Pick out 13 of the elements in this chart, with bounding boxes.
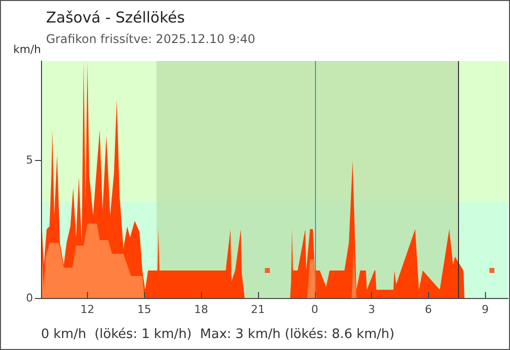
chart-subtitle: Grafikon frissítve: 2025.12.10 9:40	[46, 32, 256, 46]
x-tick-label: 3	[368, 303, 376, 316]
x-tick-label: 6	[424, 303, 432, 316]
x-tick-label: 15	[137, 303, 152, 316]
y-tick-label: 5	[26, 154, 33, 167]
chart-title: Zašová - Széllökés	[46, 8, 185, 26]
x-tick-label: 12	[80, 303, 94, 316]
text: 0 km/h (lökés: 1 km/h) Max: 3 km/h (lökés: 8.6 km/h)	[41, 327, 394, 342]
x-tick-label: 18	[194, 303, 208, 316]
x-tick-label: 21	[250, 303, 265, 316]
x-tick-label: 9	[482, 303, 489, 316]
y-axis-title: km/h	[13, 43, 42, 56]
x-tick-label: 0	[311, 303, 318, 316]
